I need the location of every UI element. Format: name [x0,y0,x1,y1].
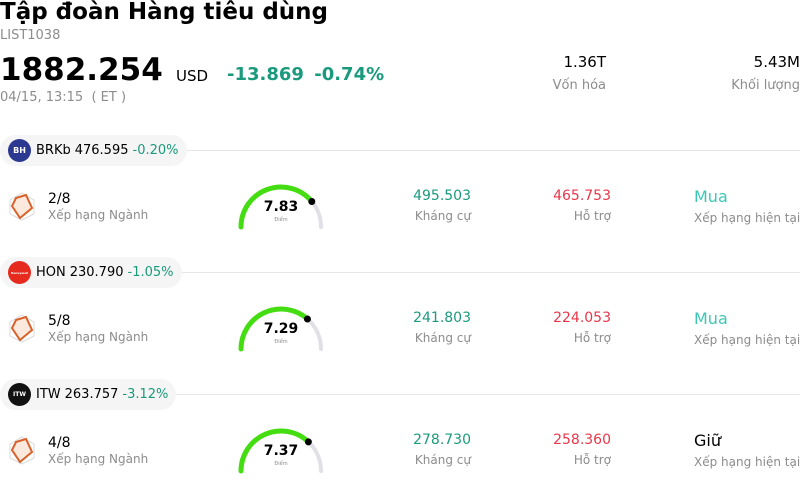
industry-rank-label: Xếp hạng Ngành [48,452,149,466]
current-rating-label: Xếp hạng hiện tại [694,211,800,225]
index-price: 1882.254 [0,52,163,88]
gauge-fill [238,428,311,474]
score-gauge: 7.37 Điểm [234,424,328,480]
gauge-fill [238,306,310,352]
timestamp: 04/15, 13:15 ( ET ) [0,90,127,105]
change-percent: -0.74% [314,64,385,85]
resistance-label: Kháng cự [414,331,471,345]
industry-rank-label: Xếp hạng Ngành [48,208,149,222]
resistance-value: 495.503 [413,188,471,204]
gauge-arc [238,184,323,230]
page-title: Tập đoàn Hàng tiêu dùng [0,0,328,25]
gauge-marker [303,315,311,323]
berkshire-logo-icon: BH [8,139,31,162]
gauge-marker [308,198,316,205]
ticker-change: -3.12% [122,387,169,402]
gauge-score-label: Điểm [274,217,288,223]
support-label: Hỗ trợ [573,209,611,223]
gauge-score: 7.37 [263,443,299,459]
change-value: -13.869 [227,64,304,85]
ticker-change: -1.05% [127,265,174,280]
resistance-value: 241.803 [413,310,471,326]
current-rating: Giữ [694,431,721,450]
currency-label: USD [176,67,209,85]
list-code: LIST1038 [0,28,61,43]
industry-rank-value: 5/8 [48,313,71,329]
industry-rank-value: 2/8 [48,191,71,207]
gauge-fill [238,184,315,230]
ticker-chip[interactable]: ITW ITW 263.757 -3.12% [0,379,177,410]
industry-rank-icon [8,191,36,221]
volume-label: Khối lượng [731,78,800,93]
support-label: Hỗ trợ [573,331,611,345]
current-rating: Mua [694,187,728,206]
ticker-symbol: HON [36,265,66,280]
market-cap-label: Vốn hóa [552,78,606,93]
market-cap-value: 1.36T [563,53,606,71]
gauge-score: 7.29 [263,321,299,337]
industry-rank-icon [8,435,36,465]
gauge-marker [304,438,312,446]
gauge-score-label: Điểm [274,461,288,467]
current-rating-label: Xếp hạng hiện tại [694,333,800,347]
current-rating-label: Xếp hạng hiện tại [694,455,800,469]
index-change: -13.869 -0.74% [227,64,384,85]
ticker-chip[interactable]: BH BRKb 476.595 -0.20% [0,135,187,166]
gauge-score: 7.83 [263,199,299,215]
itw-logo-icon: ITW [8,383,31,406]
gauge-score-label: Điểm [274,339,288,345]
ticker-price: 230.790 [69,265,124,280]
ticker-symbol: BRKb [36,143,71,158]
row-divider [0,394,800,395]
resistance-value: 278.730 [413,432,471,448]
industry-rank-label: Xếp hạng Ngành [48,330,149,344]
ticker-price: 476.595 [74,143,129,158]
ticker-chip[interactable]: Honeywell HON 230.790 -1.05% [0,257,182,288]
current-rating: Mua [694,309,728,328]
score-gauge: 7.29 Điểm [234,302,328,358]
resistance-label: Kháng cự [414,209,471,223]
volume-value: 5.43M [753,53,800,71]
honeywell-logo-icon: Honeywell [8,261,31,284]
support-value: 224.053 [553,310,611,326]
resistance-label: Kháng cự [414,453,471,467]
ticker-change: -0.20% [132,143,179,158]
support-label: Hỗ trợ [573,453,611,467]
row-divider [0,150,800,151]
score-gauge: 7.83 Điểm [234,180,328,236]
ticker-price: 263.757 [64,387,119,402]
row-divider [0,272,800,273]
industry-rank-icon [8,313,36,343]
gauge-arc [238,306,323,352]
ticker-symbol: ITW [36,387,61,402]
gauge-arc [238,428,323,474]
support-value: 258.360 [553,432,611,448]
industry-rank-value: 4/8 [48,435,71,451]
support-value: 465.753 [553,188,611,204]
